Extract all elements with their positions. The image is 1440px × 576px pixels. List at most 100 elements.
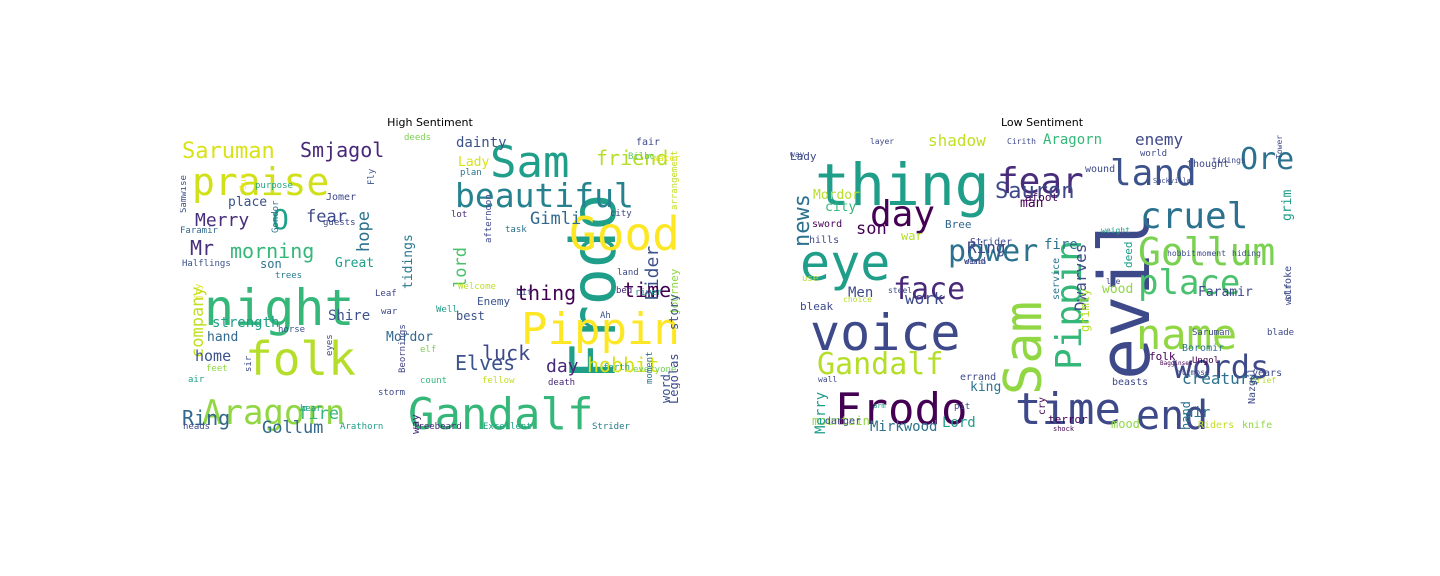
word-faramir: Faramir (1198, 284, 1253, 300)
word-enemy: enemy (1135, 132, 1184, 149)
word-river: river (635, 288, 663, 299)
word-danger: danger (825, 415, 862, 427)
word-arathorn: Arathorn (340, 422, 384, 433)
word-mordor: Mordor (386, 329, 433, 345)
word-guests: guests (323, 218, 356, 229)
word-joy: joy (194, 283, 204, 300)
word-plan: plan (460, 168, 482, 179)
word-ungol: Ungol (1192, 356, 1220, 367)
word-arm: arm (873, 402, 886, 411)
word-work: work (905, 289, 944, 309)
word-count: count (420, 376, 448, 387)
word-bagginses: Bagginses (1160, 359, 1193, 367)
word-power: power (948, 233, 1039, 269)
word-deed: deed (1122, 241, 1135, 269)
word-gollum: Gollum (1138, 229, 1276, 274)
word-water: Water (653, 154, 680, 165)
word-beornings: Beornings (398, 324, 408, 373)
word-war: war (381, 307, 398, 318)
word-ring: Ring (967, 238, 1006, 258)
word-city: city (610, 209, 632, 220)
word-eye: eye (800, 233, 891, 292)
word-war: war (901, 228, 923, 243)
word-weight: weight (1101, 226, 1130, 236)
word-nazgul: Nazgul (1247, 367, 1258, 404)
word-aragorn: Aragorn (202, 393, 346, 434)
word-aragorn: Aragorn (1043, 132, 1103, 149)
word-elves: Elves (455, 351, 516, 375)
word-saruman: Saruman (182, 139, 275, 165)
word-night: night (204, 278, 355, 337)
word-king: king (970, 379, 1002, 395)
word-o: O (272, 203, 289, 237)
word-hand: hand (207, 329, 239, 345)
word-welcome: Welcome (458, 282, 496, 293)
word-thing: thing (516, 281, 577, 305)
word-home: home (195, 347, 232, 366)
word-tidings: tidings (1212, 156, 1246, 166)
word-time: time (1015, 383, 1121, 435)
word-gandalf: Gandalf (817, 346, 944, 382)
word-storm: storm (378, 388, 406, 399)
word-bed: bed (616, 286, 633, 297)
word-horse: horse (278, 325, 306, 336)
word-everyone: everyone (633, 365, 677, 376)
word-pit: pit (954, 402, 971, 413)
word-fire: fire (298, 403, 339, 424)
word-sword: sword (812, 218, 843, 230)
word-task: task (505, 225, 527, 236)
word-shock: shock (1053, 425, 1075, 434)
word-beautiful: beautiful (455, 175, 634, 215)
word-hope: hope (354, 211, 374, 252)
word-sir: sir (244, 355, 254, 372)
word-hear: hear (300, 404, 322, 415)
word-faramir: Faramir (180, 226, 218, 237)
word-voice: voice (810, 303, 961, 362)
word-day: day (870, 194, 936, 236)
word-ring: Ring (182, 406, 231, 430)
word-mountain: mountain (812, 413, 870, 428)
word-enemy: Enemy (477, 294, 511, 308)
word-sam: Sam (490, 136, 570, 188)
word-forth: forth (603, 363, 631, 374)
word-world: world (1140, 149, 1168, 160)
word-good: Good (569, 206, 680, 261)
word-merry: Merry (195, 209, 250, 231)
word-errand: errand (960, 371, 997, 383)
word-sauron: Sauron (995, 179, 1075, 205)
word-hobbit: hobbit (1167, 249, 1196, 259)
word-mordor: Mordor (813, 187, 860, 203)
word-fair: fair (636, 136, 661, 148)
word-excellent: Excellent (483, 422, 532, 433)
word-gandalf: Gandalf (408, 388, 594, 437)
word-cry: cry (1037, 396, 1048, 415)
word-ore: Ore (1240, 141, 1294, 177)
word-great: Great (335, 255, 375, 271)
word-afternoon: afternoon (484, 194, 494, 243)
word-dainty: dainty (456, 135, 507, 152)
word-wood: wood (1102, 281, 1134, 297)
word-ah: Ah (600, 311, 611, 322)
word-fire: fire (1044, 237, 1078, 254)
word-wound: wound (1085, 163, 1116, 175)
word-son: son (260, 256, 282, 271)
word-boromir: Boromir (1182, 342, 1225, 354)
word-time: time (623, 278, 672, 302)
word-well: Well (436, 305, 458, 316)
word-man: man (1020, 195, 1044, 211)
word-afoot: afoot (1025, 190, 1059, 204)
word-knife: knife (1242, 419, 1273, 431)
panel-title: High Sentiment (387, 116, 473, 129)
low-sentiment-panel: Low Sentiment evil thing Sam voice eye Frodo t… (790, 116, 1294, 437)
word-thing: thing (815, 150, 990, 219)
word-way: way (790, 150, 805, 160)
word-place: place (228, 194, 268, 210)
word-name: name (1136, 310, 1238, 360)
word-son: son (856, 218, 887, 239)
word-fly: Fly (367, 168, 377, 185)
word-riders: Riders (1198, 419, 1235, 431)
word-moment: moment (1197, 249, 1226, 259)
word-mood: mood (1111, 416, 1140, 431)
word-air: air (1185, 405, 1211, 422)
word-folk: folk (1149, 349, 1176, 363)
